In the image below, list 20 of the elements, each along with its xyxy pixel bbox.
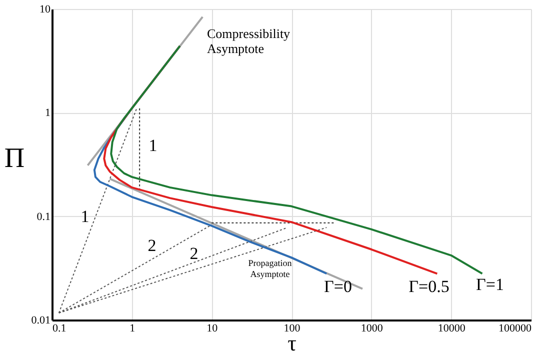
y-axis-title: Π xyxy=(4,143,25,174)
annotation: Compressibility Asymptote xyxy=(207,26,291,56)
annotation: Γ=0.5 xyxy=(408,277,450,296)
x-tick-label: 100000 xyxy=(498,322,532,334)
x-tick-label: 0.1 xyxy=(52,322,66,334)
x-tick-label: 1 xyxy=(130,322,136,334)
annotation: Propagation Asymptote xyxy=(248,258,292,279)
annotation: 2 xyxy=(148,236,156,255)
annotation: 2 xyxy=(190,244,198,263)
x-tick-label: 10000 xyxy=(438,322,466,334)
annotation: Γ=1 xyxy=(476,275,504,294)
y-tick-label: 1 xyxy=(45,107,50,120)
y-tick-label: 0.01 xyxy=(31,314,50,326)
x-tick-label: 10 xyxy=(206,322,218,334)
y-tick-label: 0.1 xyxy=(36,210,50,223)
annotation: 1 xyxy=(148,136,158,155)
annotation: 1 xyxy=(80,207,90,226)
annotation: Γ=0 xyxy=(324,277,352,296)
y-tick-label: 10 xyxy=(40,4,51,16)
x-tick-label: 1000 xyxy=(360,322,384,334)
